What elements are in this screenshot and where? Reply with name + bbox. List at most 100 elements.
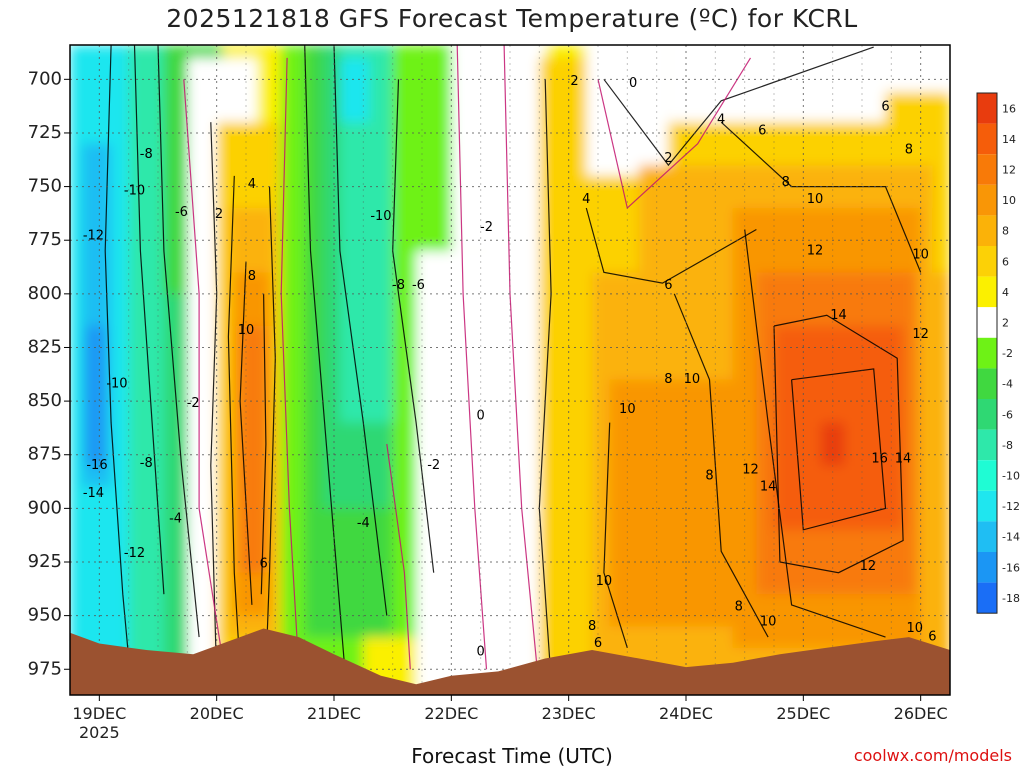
y-tick-label: 700 bbox=[28, 68, 62, 89]
colorbar-swatch bbox=[977, 429, 997, 461]
colorbar: 16 14 12 10 8 6 4 2 -2 -4 -6 -8 -10 -12 -14 -16 -18 bbox=[976, 92, 1020, 614]
colorbar-swatch bbox=[977, 276, 997, 308]
contour-label: 10 bbox=[684, 372, 701, 387]
contour-label: 8 bbox=[588, 619, 596, 634]
x-tick-label: 22DEC bbox=[424, 704, 478, 723]
x-tick-label: 20DEC bbox=[190, 704, 244, 723]
colorbar-swatch bbox=[977, 490, 997, 522]
contour-label: 0 bbox=[629, 76, 637, 91]
y-tick-label: 875 bbox=[28, 444, 62, 465]
contour-label: -2 bbox=[480, 220, 493, 235]
y-tick-label: 750 bbox=[28, 176, 62, 197]
colorbar-label: 2 bbox=[1002, 317, 1009, 330]
contour-label: 10 bbox=[760, 615, 777, 630]
contour-label: 8 bbox=[735, 600, 743, 615]
y-tick-label: 850 bbox=[28, 390, 62, 411]
colorbar-swatch bbox=[977, 337, 997, 369]
chart-title: 2025121818 GFS Forecast Temperature (ºC)… bbox=[166, 4, 858, 33]
colorbar-swatch bbox=[977, 93, 997, 124]
contour-label: 14 bbox=[895, 452, 912, 467]
colorbar-label: -14 bbox=[1002, 531, 1020, 544]
terrain-surface bbox=[70, 628, 950, 695]
contour-label: 8 bbox=[664, 372, 672, 387]
contour-label: 8 bbox=[705, 469, 713, 484]
contour-label: -12 bbox=[124, 546, 145, 561]
contour-label: 10 bbox=[907, 621, 924, 636]
colorbar-label: 10 bbox=[1002, 194, 1016, 207]
contour-label: -6 bbox=[412, 278, 425, 293]
colorbar-label: -8 bbox=[1002, 439, 1013, 452]
contour-label: 6 bbox=[594, 636, 602, 651]
y-tick-label: 800 bbox=[28, 283, 62, 304]
y-tick-label: 950 bbox=[28, 605, 62, 626]
contour-label: 6 bbox=[881, 100, 889, 115]
colorbar-label: -12 bbox=[1002, 500, 1020, 513]
contour-label: 8 bbox=[905, 143, 913, 158]
contour-label: -2 bbox=[187, 396, 200, 411]
temperature-fill bbox=[70, 45, 950, 695]
contour-label: 16 bbox=[871, 452, 888, 467]
x-tick-label: 26DEC bbox=[894, 704, 948, 723]
x-tick-label: 19DEC bbox=[72, 704, 126, 723]
x-axis: 19DEC 20DEC 21DEC 22DEC 23DEC 24DEC 25DEC 26DEC… bbox=[72, 695, 948, 742]
colorbar-swatch bbox=[977, 582, 997, 614]
contour-label: 0 bbox=[477, 409, 485, 424]
colorbar-label: -4 bbox=[1002, 378, 1013, 391]
contour-label: 4 bbox=[582, 192, 590, 207]
contour-label: -6 bbox=[175, 205, 188, 220]
colorbar-swatch bbox=[977, 368, 997, 399]
y-tick-label: 900 bbox=[28, 497, 62, 518]
contour-label: 8 bbox=[248, 269, 256, 284]
contour-label: 2 bbox=[664, 151, 672, 166]
contour-label: -8 bbox=[140, 456, 153, 471]
contour-label: 2 bbox=[570, 74, 578, 89]
contour-label: 8 bbox=[782, 175, 790, 190]
contour-label: 12 bbox=[807, 243, 824, 258]
colorbar-swatch bbox=[977, 184, 997, 216]
y-tick-label: 725 bbox=[28, 122, 62, 143]
contour-label: 6 bbox=[259, 557, 267, 572]
colorbar-swatch bbox=[977, 307, 997, 338]
x-axis-label: Forecast Time (UTC) bbox=[411, 744, 613, 768]
y-tick-label: 775 bbox=[28, 229, 62, 250]
credit-text: coolwx.com/models bbox=[853, 746, 1012, 765]
colorbar-swatch bbox=[977, 154, 997, 185]
contour-label: 0 bbox=[477, 645, 485, 660]
contour-label: 12 bbox=[912, 327, 929, 342]
contour-label: 6 bbox=[758, 123, 766, 138]
contour-label: 6 bbox=[928, 630, 936, 645]
contour-label: -8 bbox=[140, 147, 153, 162]
colorbar-label: 14 bbox=[1002, 133, 1016, 146]
contour-label: 14 bbox=[830, 308, 847, 323]
contour-label: -16 bbox=[86, 458, 107, 473]
colorbar-swatch bbox=[977, 246, 997, 277]
colorbar-swatch bbox=[977, 460, 997, 491]
colorbar-swatch bbox=[977, 552, 997, 583]
colorbar-label: 16 bbox=[1002, 102, 1016, 115]
colorbar-swatch bbox=[977, 399, 997, 430]
contour-label: -4 bbox=[357, 516, 370, 531]
colorbar-swatch bbox=[977, 123, 997, 155]
y-tick-label: 975 bbox=[28, 658, 62, 679]
contour-label: -8 bbox=[392, 278, 405, 293]
plot-frame bbox=[69, 44, 951, 696]
colorbar-label: -18 bbox=[1002, 592, 1020, 605]
contour-label: -4 bbox=[169, 512, 182, 527]
x-tick-label: 24DEC bbox=[659, 704, 713, 723]
contour-label: -14 bbox=[83, 486, 104, 501]
colorbar-swatch bbox=[977, 521, 997, 552]
contour-label: -2 bbox=[427, 458, 440, 473]
contour-label: -10 bbox=[106, 376, 127, 391]
colorbar-label: -10 bbox=[1002, 470, 1020, 483]
contour-label: 10 bbox=[596, 574, 613, 589]
x-tick-label: 21DEC bbox=[307, 704, 361, 723]
contour-label: 4 bbox=[248, 177, 256, 192]
contour-label: 4 bbox=[717, 113, 725, 128]
colorbar-label: 6 bbox=[1002, 255, 1009, 268]
contour-label: 10 bbox=[619, 402, 636, 417]
contour-label: 2 bbox=[215, 207, 223, 222]
contour-label: 10 bbox=[807, 192, 824, 207]
colorbar-label: 4 bbox=[1002, 286, 1009, 299]
colorbar-label: -2 bbox=[1002, 347, 1013, 360]
contour-label: 6 bbox=[664, 278, 672, 293]
